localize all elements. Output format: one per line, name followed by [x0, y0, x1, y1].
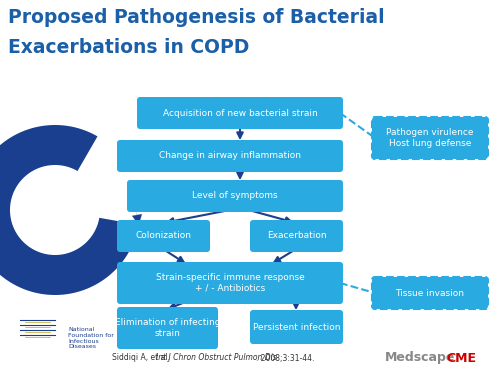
FancyBboxPatch shape: [250, 220, 343, 252]
FancyBboxPatch shape: [117, 220, 210, 252]
Text: Tissue invasion: Tissue invasion: [396, 288, 464, 297]
FancyBboxPatch shape: [117, 307, 218, 349]
FancyBboxPatch shape: [127, 180, 343, 212]
Text: Proposed Pathogenesis of Bacterial: Proposed Pathogenesis of Bacterial: [8, 8, 384, 27]
Text: Colonization: Colonization: [136, 231, 192, 240]
FancyBboxPatch shape: [117, 262, 343, 304]
Text: Level of symptoms: Level of symptoms: [192, 192, 278, 201]
Text: Int J Chron Obstruct Pulmon Dis: Int J Chron Obstruct Pulmon Dis: [156, 354, 277, 363]
Text: Persistent infection: Persistent infection: [253, 322, 340, 332]
FancyBboxPatch shape: [372, 277, 488, 309]
FancyBboxPatch shape: [250, 310, 343, 344]
Text: Elimination of infecting
strain: Elimination of infecting strain: [115, 318, 220, 338]
Text: CME: CME: [446, 351, 476, 364]
Text: Pathogen virulence
Host lung defense: Pathogen virulence Host lung defense: [386, 128, 474, 148]
FancyBboxPatch shape: [117, 140, 343, 172]
Text: Change in airway inflammation: Change in airway inflammation: [159, 152, 301, 160]
PathPatch shape: [0, 125, 138, 295]
Text: . 2008;3:31-44.: . 2008;3:31-44.: [256, 354, 314, 363]
Text: Exacerbation: Exacerbation: [266, 231, 326, 240]
FancyBboxPatch shape: [372, 117, 488, 159]
FancyBboxPatch shape: [137, 97, 343, 129]
Text: National
Foundation for
Infectious
Diseases: National Foundation for Infectious Disea…: [68, 327, 114, 350]
Text: Medscape: Medscape: [385, 351, 456, 364]
Text: Acquisition of new bacterial strain: Acquisition of new bacterial strain: [162, 108, 318, 117]
Text: Strain-specific immune response
+ / - Antibiotics: Strain-specific immune response + / - An…: [156, 273, 304, 293]
Text: Siddiqi A, et al.: Siddiqi A, et al.: [112, 354, 172, 363]
Text: Exacerbations in COPD: Exacerbations in COPD: [8, 38, 250, 57]
